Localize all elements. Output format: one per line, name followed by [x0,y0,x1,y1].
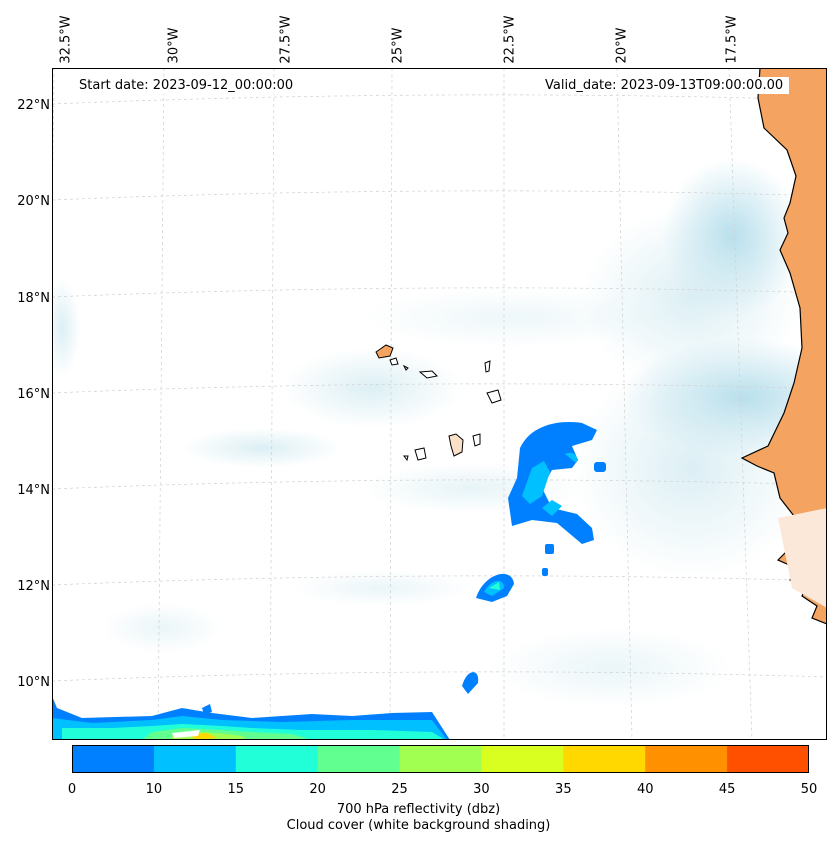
start-date-label: Start date: 2023-09-12_00:00:00 [73,77,300,94]
colorbar-swatch [235,745,319,773]
colorbar-swatch [481,745,564,773]
lat-label-18n: 18°N [17,291,50,306]
lon-label-22-5w: 22.5°W [502,15,518,64]
colorbar-tick-label: 25 [391,782,408,797]
lat-label-12n: 12°N [17,579,50,594]
colorbar-swatch [645,745,728,773]
colorbar-tick-label: 15 [227,782,245,797]
colorbar-tick-label: 50 [800,782,818,797]
lon-label-32-5w: 32.5°W [58,15,74,64]
lat-label-16n: 16°N [17,387,50,402]
colorbar-tick-label: 20 [309,782,326,797]
colorbar-tick-label: 35 [555,782,572,797]
colorbar-label-cloud-cover: Cloud cover (white background shading) [286,818,551,833]
colorbar-swatch [399,745,482,773]
colorbar-tick-label: 45 [718,782,736,797]
lon-label-25w: 25°W [390,27,406,64]
map-panel [52,68,827,740]
colorbar-tick-label: 0 [67,782,77,797]
lon-label-17-5w: 17.5°W [724,15,740,64]
cloud-cover-shading [52,158,827,708]
lat-label-10n: 10°N [17,675,50,690]
cape-verde-islands [375,344,502,462]
colorbar-label-reflectivity: 700 hPa reflectivity (dbz) [336,802,501,817]
lat-label-22n: 22°N [17,98,50,113]
lon-label-27-5w: 27.5°W [278,15,294,64]
lat-label-20n: 20°N [17,194,50,209]
colorbar-tick-label: 10 [145,782,163,797]
colorbar-swatch [72,745,155,773]
colorbar-swatch [727,745,809,773]
colorbar-tick-label: 40 [636,782,654,797]
reflectivity-field [52,422,606,740]
colorbar-swatch [317,745,401,773]
lat-label-14n: 14°N [17,483,50,498]
graticule [52,68,827,740]
colorbar [72,745,809,773]
colorbar-swatch [563,745,646,773]
africa-coast [740,68,827,625]
lon-label-30w: 30°W [166,27,182,64]
colorbar-swatch [153,745,237,773]
valid-date-label: Valid_date: 2023-09-13T09:00:00.00 [539,77,790,94]
lon-label-20w: 20°W [614,27,630,64]
colorbar-tick-label: 30 [473,782,490,797]
